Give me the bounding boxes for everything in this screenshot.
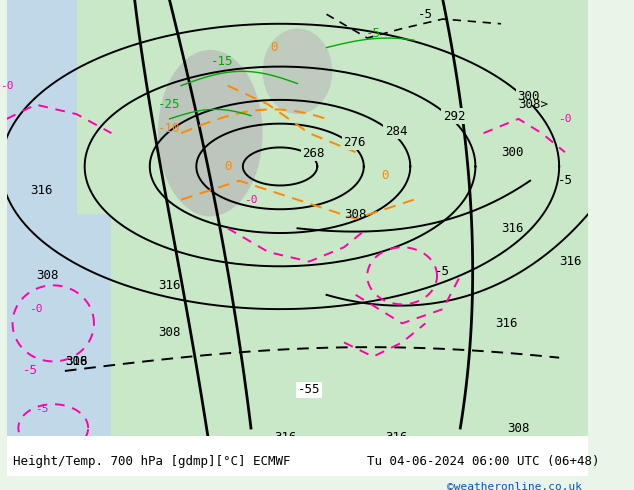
Text: 284: 284 (385, 125, 407, 138)
Text: 300: 300 (501, 146, 524, 159)
Text: -25: -25 (158, 98, 181, 111)
Text: -5: -5 (436, 265, 450, 277)
Text: -0: -0 (558, 114, 572, 124)
Text: 292: 292 (443, 110, 465, 123)
Text: ©weatheronline.co.uk: ©weatheronline.co.uk (448, 483, 583, 490)
Text: 316: 316 (158, 279, 181, 292)
Text: 308: 308 (158, 326, 181, 340)
Text: 316: 316 (501, 222, 524, 235)
Text: -5: -5 (41, 452, 54, 462)
FancyBboxPatch shape (7, 214, 112, 476)
Text: -10: -10 (158, 122, 181, 135)
Bar (7, 436, 588, 476)
Text: Tu 04-06-2024 06:00 UTC (06+48): Tu 04-06-2024 06:00 UTC (06+48) (367, 455, 600, 468)
Text: -5: -5 (366, 27, 380, 40)
Ellipse shape (262, 28, 332, 114)
Text: -15: -15 (210, 55, 233, 68)
Text: -5: -5 (418, 8, 433, 21)
Text: 316: 316 (496, 317, 518, 330)
Text: -0: -0 (0, 80, 13, 91)
Text: -5: -5 (23, 365, 37, 377)
Text: -5: -5 (35, 404, 48, 414)
Text: 316: 316 (385, 431, 408, 444)
Text: 0: 0 (224, 160, 231, 173)
Text: 300: 300 (517, 91, 540, 103)
Text: -5: -5 (557, 174, 573, 187)
Ellipse shape (158, 50, 262, 217)
Text: 0: 0 (271, 41, 278, 54)
Text: Height/Temp. 700 hPa [gdmp][°C] ECMWF: Height/Temp. 700 hPa [gdmp][°C] ECMWF (13, 455, 290, 468)
Text: 276: 276 (344, 136, 366, 149)
Text: -0: -0 (29, 304, 42, 314)
Text: 316: 316 (65, 355, 87, 368)
Text: 316: 316 (275, 431, 297, 444)
Text: 0: 0 (381, 170, 389, 182)
Text: 308: 308 (344, 207, 367, 220)
Text: 308: 308 (36, 270, 59, 282)
FancyBboxPatch shape (7, 0, 77, 214)
Text: -55: -55 (298, 384, 320, 396)
Text: 308>: 308> (519, 98, 548, 111)
Text: 316: 316 (560, 255, 582, 268)
Text: -0: -0 (244, 195, 257, 205)
Text: 268: 268 (302, 147, 325, 160)
Text: 308: 308 (507, 421, 529, 435)
Text: 316: 316 (30, 184, 53, 196)
Text: 308: 308 (65, 355, 87, 368)
